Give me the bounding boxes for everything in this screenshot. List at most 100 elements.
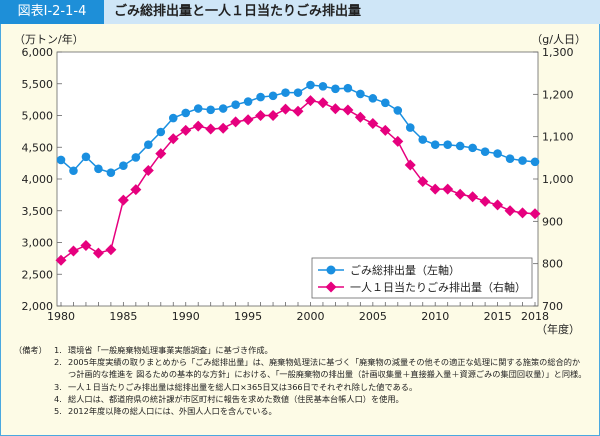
y-right-tick-label: 1,100 [542,131,574,144]
data-point-percapita [304,95,316,107]
note-item: 5. 2012年度以降の総人口には、外国人人口を含んでいる。 [54,405,588,417]
data-point-percapita [504,205,516,217]
data-point-percapita [80,239,92,251]
data-point-percapita [267,110,279,121]
data-point-percapita [479,195,491,207]
notes: （備考） 1. 環境省「一般廃棄物処理事業実態調査」に基づき作成。 2. 2005年… [14,344,588,417]
data-point-percapita [67,245,79,257]
chart: （万トン/年） （g/人日） （年度） 2,000 2,500 3,000 3,500… [14,32,586,336]
y-right-tick-label: 900 [542,215,563,228]
data-point-percapita [142,165,154,177]
data-point-percapita [280,103,292,115]
y-left-tick-label: 5,500 [22,78,54,91]
data-point-total [94,164,103,174]
data-point-total [231,100,240,110]
data-point-total [381,98,390,108]
data-point-percapita [192,120,204,132]
x-tick-label: 2005 [359,310,387,323]
y-left-tick-label: 5,000 [22,110,54,123]
data-point-total [131,153,141,162]
figure-id: 図表Ⅰ-2-1-4 [0,0,104,24]
figure-header: 図表Ⅰ-2-1-4 ごみ総排出量と一人１日当たりごみ排出量 [0,0,600,24]
y-left-tick-label: 4,000 [22,173,54,186]
note-item: 3. 一人１日当たりごみ排出量は総排出量を総人口×365日又は366日でそれぞれ除… [54,381,588,393]
legend-box [311,257,533,299]
legend: ごみ総排出量（左軸） 一人１日当たりごみ排出量（右軸） [311,257,533,299]
data-point-percapita [92,247,104,259]
data-point-total [530,157,540,167]
data-point-total [181,108,191,118]
data-point-percapita [492,199,504,211]
data-point-total [418,135,428,144]
note-text: 2005年度実績の取りまとめから「ごみ総排出量」は、廃棄物処理法に基づく「廃棄物… [68,357,587,380]
x-tick-label: 1995 [234,310,262,323]
y-left-tick-label: 4,500 [22,141,54,154]
data-point-percapita [529,208,541,220]
data-point-percapita [130,184,142,196]
note-text: 総人口は、都道府県の統計課が市区町村に報告を求めた数値（住民基本台帳人口）を使用… [68,393,404,404]
data-point-total [393,106,403,115]
note-text: 環境省「一般廃棄物処理事業実態調査」に基づき作成。 [68,345,273,355]
data-point-total [318,81,328,91]
data-point-total [243,97,253,106]
legend-label-percapita: 一人１日当たりごみ排出量（右軸） [350,280,526,294]
data-point-total [119,161,128,170]
note-number: 4. [54,393,62,404]
data-point-total [443,140,452,150]
data-point-total [69,166,78,176]
data-point-total [480,147,490,156]
x-tick-label: 1985 [109,310,137,323]
legend-circle-icon [326,265,336,275]
data-point-percapita [429,183,441,195]
data-point-total [193,104,203,113]
data-point-percapita [255,110,267,121]
data-point-total [56,155,66,165]
y-left-tick-label: 2,000 [22,300,54,313]
data-point-total [256,92,265,102]
data-point-total [268,91,278,101]
data-point-percapita [467,191,479,203]
y-right-tick-label: 1,300 [542,46,574,59]
data-point-total [218,104,228,113]
data-point-total [156,127,166,137]
x-tick-label: 2010 [421,310,449,323]
data-point-total [405,123,415,132]
note-number: 3. [54,381,62,392]
figure-title: ごみ総排出量と一人１日当たりごみ排出量 [114,4,362,19]
data-point-percapita [167,133,179,145]
data-point-total [505,154,515,163]
data-point-total [206,105,215,115]
y-right-tick-label: 1,200 [542,88,574,101]
data-point-total [293,88,303,97]
x-tick-label: 2015 [484,310,512,323]
y-left-tick-label: 3,500 [22,205,54,218]
data-point-percapita [317,97,329,109]
data-point-percapita [55,254,67,266]
y-left-label: （万トン/年） [14,32,84,46]
data-point-percapita [105,244,117,256]
note-number: 1. [54,345,62,355]
note-item: 2. 2005年度実績の取りまとめから「ごみ総排出量」は、廃棄物処理法に基づく「廃… [54,356,588,380]
data-point-total [306,80,315,90]
x-tick-label: 2018 [521,310,549,323]
data-point-total [168,113,178,123]
y-right-label: （g/人日） [531,33,586,46]
data-point-total [144,140,153,150]
data-point-total [455,141,465,151]
x-tick-label: 2000 [296,310,324,323]
data-point-percapita [379,124,391,136]
data-point-percapita [292,105,304,117]
data-point-total [343,83,353,93]
note-text: 2012年度以降の総人口には、外国人人口を含んでいる。 [68,406,277,417]
data-point-percapita [230,116,242,128]
x-tick-label: 1980 [47,310,75,323]
data-point-percapita [342,104,354,116]
note-number: 5. [54,406,62,417]
data-point-total [106,168,116,177]
x-tick-label: 1990 [172,310,200,323]
y-left-tick-label: 3,000 [22,237,54,250]
data-point-total [281,88,290,97]
data-point-total [81,152,91,162]
data-point-percapita [117,194,129,206]
data-point-total [430,140,440,150]
